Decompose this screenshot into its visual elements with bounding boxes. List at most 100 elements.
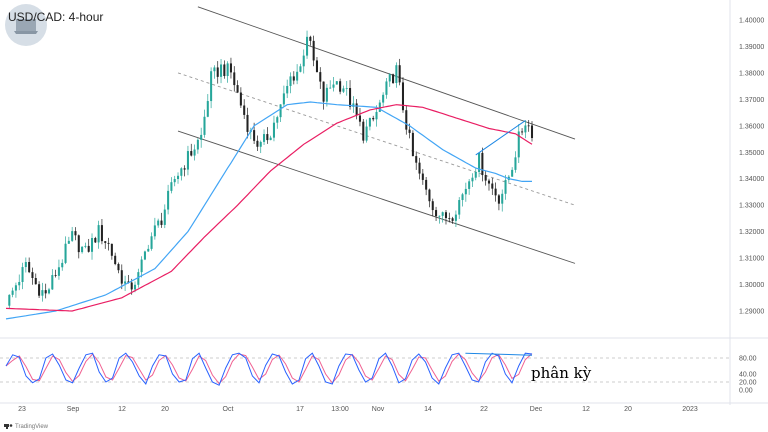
candle-body [378, 102, 381, 112]
candle-body [153, 225, 156, 237]
candle-body [296, 71, 299, 81]
rsi-divergence-line [465, 352, 533, 356]
candle-body [411, 132, 414, 157]
candle-body [292, 76, 295, 81]
candle-body [494, 188, 497, 196]
candle-body [349, 88, 352, 107]
candle-body [239, 92, 242, 106]
candle-body [124, 281, 127, 284]
candle-body [401, 82, 405, 111]
candle-body [435, 210, 438, 217]
candle-body [487, 180, 491, 184]
candle-body [87, 245, 90, 252]
candle-body [150, 236, 153, 249]
rsi-tick-label: 0.00 [739, 388, 753, 395]
price-tick-label: 1.39000 [739, 44, 764, 51]
candle-body [335, 81, 338, 85]
candle-body [220, 64, 223, 77]
candle-body [428, 189, 431, 202]
candle-body [521, 131, 524, 133]
price-axis-labels: 1.29000 1.30000 1.31000 1.32000 1.33000 1.340… [739, 18, 764, 316]
candle-body [14, 285, 17, 291]
candle-body [11, 290, 14, 295]
candle-body [64, 243, 67, 263]
candle-body [47, 289, 51, 294]
candle-body [110, 243, 113, 256]
candle-body [441, 212, 444, 216]
price-tick-label: 1.30000 [739, 282, 764, 289]
candle-body [90, 237, 94, 252]
stochastic-rsi-pane [0, 352, 730, 386]
candle-body [38, 284, 41, 296]
candle-body [34, 278, 37, 285]
candle-body [200, 134, 203, 140]
candle-body [527, 125, 530, 127]
candle-body [524, 125, 527, 133]
candle-body [368, 117, 371, 127]
candle-body [322, 81, 325, 102]
candle-body [421, 173, 424, 180]
candle-body [137, 272, 140, 285]
candle-body [266, 134, 269, 141]
time-tick-label: 22 [480, 406, 488, 413]
time-tick-label: 17 [296, 406, 304, 413]
candle-body [71, 231, 74, 241]
candle-body [190, 151, 193, 156]
candle-body [183, 168, 186, 170]
candle-body [312, 40, 315, 61]
candle-body [18, 281, 21, 286]
candle-body [84, 245, 87, 247]
candle-body [355, 103, 358, 116]
candle-body [236, 85, 239, 93]
time-tick-label: Sep [67, 406, 80, 413]
tradingview-icon [4, 424, 13, 429]
candle-body [325, 87, 328, 102]
brand-label: TradingView [15, 424, 49, 430]
candle-body [431, 201, 434, 211]
chart-title: USD/CAD: 4-hour [8, 10, 103, 24]
candle-body [163, 209, 166, 225]
candle-body [127, 281, 130, 283]
price-tick-label: 1.35000 [739, 150, 764, 157]
candle-body [352, 103, 355, 107]
price-tick-label: 1.40000 [739, 18, 764, 25]
candle-body [107, 242, 110, 244]
candle-body [81, 246, 84, 253]
time-tick-label: 12 [118, 406, 126, 413]
candle-body [501, 193, 504, 204]
candle-body [286, 85, 289, 94]
candle-body [196, 139, 199, 150]
candle-body [229, 63, 232, 73]
candle-body [438, 215, 441, 217]
candle-body [345, 88, 348, 89]
candle-body [392, 74, 395, 84]
candle-body [246, 114, 249, 132]
candle-body [61, 262, 64, 268]
candle-body [332, 84, 335, 88]
rsi-k-line [5, 352, 533, 386]
candle-body [263, 134, 266, 142]
candle-body [256, 140, 259, 147]
time-tick-label: 12 [582, 406, 590, 413]
time-tick-label: 13:00 [331, 406, 349, 413]
price-tick-label: 1.36000 [739, 123, 764, 130]
price-annotation [475, 120, 526, 156]
candle-body [415, 156, 418, 163]
candle-body [385, 81, 388, 95]
candle-body [474, 172, 477, 178]
candle-body [216, 67, 219, 77]
candle-body [51, 275, 54, 290]
candle-body [309, 36, 312, 41]
candle-body [276, 117, 279, 123]
candle-body [253, 130, 256, 141]
candle-body [517, 131, 520, 158]
candle-body [530, 125, 534, 139]
candle-body [206, 101, 209, 117]
candle-body [44, 290, 47, 294]
candle-body [408, 129, 411, 133]
candle-body [259, 141, 262, 147]
channel-lower-line [177, 130, 576, 264]
candle-body [94, 237, 97, 243]
candle-body [77, 235, 80, 253]
